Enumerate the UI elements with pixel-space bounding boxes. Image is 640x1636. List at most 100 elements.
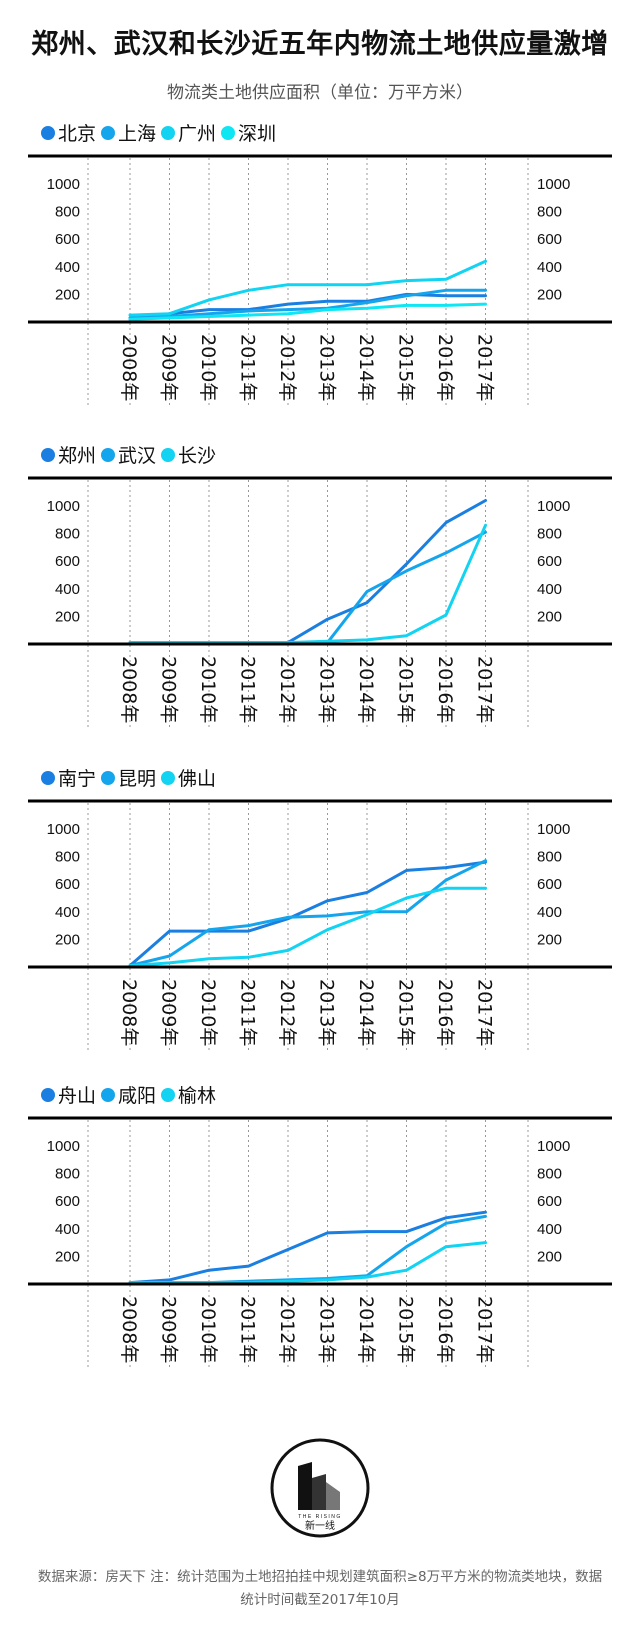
y-tick-left-200: 200 bbox=[55, 286, 80, 303]
legend-dot-榆林 bbox=[161, 1088, 175, 1102]
x-tick-2010年: 2010年 bbox=[197, 334, 219, 401]
y-tick-left-800: 800 bbox=[55, 1166, 80, 1183]
series-line-咸阳 bbox=[128, 1214, 487, 1285]
legend-label-咸阳: 咸阳 bbox=[118, 1085, 156, 1107]
x-tick-2010年: 2010年 bbox=[197, 656, 219, 723]
x-tick-2008年: 2008年 bbox=[118, 1296, 140, 1363]
logo-mark-icon: THE RISING 新一线 bbox=[270, 1438, 370, 1538]
x-tick-2014年: 2014年 bbox=[355, 656, 377, 723]
x-tick-2017年: 2017年 bbox=[474, 979, 496, 1046]
logo-name-text: 新一线 bbox=[305, 1519, 335, 1532]
x-tick-2013年: 2013年 bbox=[316, 1296, 338, 1363]
x-tick-2013年: 2013年 bbox=[316, 979, 338, 1046]
x-tick-2015年: 2015年 bbox=[395, 334, 417, 401]
y-tick-right-1000: 1000 bbox=[537, 176, 570, 193]
x-tick-2011年: 2011年 bbox=[237, 334, 259, 401]
y-tick-left-200: 200 bbox=[55, 1248, 80, 1265]
legend-dot-广州 bbox=[161, 126, 175, 140]
y-tick-right-200: 200 bbox=[537, 1248, 562, 1265]
y-tick-right-600: 600 bbox=[537, 553, 562, 570]
page-title: 郑州、武汉和长沙近五年内物流土地供应量激增 bbox=[31, 29, 609, 60]
x-tick-2008年: 2008年 bbox=[118, 979, 140, 1046]
series-line-舟山 bbox=[128, 1210, 487, 1285]
legend-label-昆明: 昆明 bbox=[118, 768, 156, 790]
y-tick-left-800: 800 bbox=[55, 849, 80, 866]
legend-dot-佛山 bbox=[161, 771, 175, 785]
logo-brand-text: THE RISING bbox=[298, 1514, 342, 1520]
x-tick-2012年: 2012年 bbox=[276, 1296, 298, 1363]
y-tick-left-400: 400 bbox=[55, 1221, 80, 1238]
x-tick-2012年: 2012年 bbox=[276, 334, 298, 401]
x-tick-2014年: 2014年 bbox=[355, 334, 377, 401]
y-tick-left-1000: 1000 bbox=[47, 176, 80, 193]
y-tick-right-200: 200 bbox=[537, 931, 562, 948]
footer-line-2: 统计时间截至2017年10月 bbox=[240, 1592, 400, 1608]
y-tick-right-1000: 1000 bbox=[537, 498, 570, 515]
series-line-佛山 bbox=[128, 886, 487, 968]
chart-panel-4: 舟山 咸阳 榆林 200 200 400 400 600 600 800 800 1000 1000 20… bbox=[28, 1085, 612, 1370]
series-line-深圳 bbox=[128, 302, 487, 321]
legend-label-郑州: 郑州 bbox=[58, 445, 96, 467]
series-line-上海 bbox=[128, 288, 487, 320]
x-tick-2015年: 2015年 bbox=[395, 979, 417, 1046]
legend-dot-舟山 bbox=[41, 1088, 55, 1102]
y-tick-left-1000: 1000 bbox=[47, 498, 80, 515]
y-tick-right-800: 800 bbox=[537, 526, 562, 543]
y-tick-right-400: 400 bbox=[537, 581, 562, 598]
y-tick-left-600: 600 bbox=[55, 553, 80, 570]
x-tick-2011年: 2011年 bbox=[237, 979, 259, 1046]
legend-dot-南宁 bbox=[41, 771, 55, 785]
x-tick-2014年: 2014年 bbox=[355, 979, 377, 1046]
legend-dot-咸阳 bbox=[101, 1088, 115, 1102]
y-tick-right-600: 600 bbox=[537, 1193, 562, 1210]
page-subtitle: 物流类土地供应面积（单位：万平方米） bbox=[167, 83, 473, 103]
x-tick-2013年: 2013年 bbox=[316, 656, 338, 723]
series-line-武汉 bbox=[128, 530, 487, 645]
legend-label-北京: 北京 bbox=[58, 123, 96, 145]
legend-dot-武汉 bbox=[101, 448, 115, 462]
y-tick-right-400: 400 bbox=[537, 904, 562, 921]
y-tick-right-800: 800 bbox=[537, 849, 562, 866]
x-tick-2008年: 2008年 bbox=[118, 334, 140, 401]
x-tick-2016年: 2016年 bbox=[434, 334, 456, 401]
legend-label-上海: 上海 bbox=[118, 123, 156, 145]
chart-panel-2: 郑州 武汉 长沙 200 200 400 400 600 600 800 800 1000 1000 20… bbox=[28, 445, 612, 730]
x-tick-2014年: 2014年 bbox=[355, 1296, 377, 1363]
legend-label-舟山: 舟山 bbox=[58, 1085, 96, 1107]
series-line-广州 bbox=[128, 259, 487, 317]
y-tick-right-400: 400 bbox=[537, 1221, 562, 1238]
legend-dot-郑州 bbox=[41, 448, 55, 462]
legend-label-深圳: 深圳 bbox=[238, 123, 276, 145]
x-tick-2015年: 2015年 bbox=[395, 656, 417, 723]
y-tick-left-800: 800 bbox=[55, 204, 80, 221]
x-tick-2017年: 2017年 bbox=[474, 1296, 496, 1363]
series-line-长沙 bbox=[128, 523, 487, 645]
series-line-昆明 bbox=[128, 859, 487, 968]
legend-label-佛山: 佛山 bbox=[178, 768, 216, 790]
y-tick-left-400: 400 bbox=[55, 581, 80, 598]
y-tick-right-400: 400 bbox=[537, 259, 562, 276]
y-tick-right-800: 800 bbox=[537, 1166, 562, 1183]
chart-panel-1: 北京 上海 广州 深圳 200 200 400 400 600 600 800 800 1000 1000… bbox=[28, 123, 612, 408]
x-tick-2012年: 2012年 bbox=[276, 656, 298, 723]
y-tick-right-600: 600 bbox=[537, 231, 562, 248]
x-tick-2015年: 2015年 bbox=[395, 1296, 417, 1363]
y-tick-left-600: 600 bbox=[55, 876, 80, 893]
x-tick-2010年: 2010年 bbox=[197, 1296, 219, 1363]
footer-line-1: 数据来源：房天下 注：统计范围为土地招拍挂中规划建筑面积≥8万平方米的物流类地块… bbox=[37, 1569, 603, 1585]
x-tick-2017年: 2017年 bbox=[474, 656, 496, 723]
x-tick-2016年: 2016年 bbox=[434, 1296, 456, 1363]
y-tick-right-200: 200 bbox=[537, 608, 562, 625]
y-tick-left-600: 600 bbox=[55, 1193, 80, 1210]
x-tick-2013年: 2013年 bbox=[316, 334, 338, 401]
y-tick-left-200: 200 bbox=[55, 608, 80, 625]
x-tick-2009年: 2009年 bbox=[158, 334, 180, 401]
x-tick-2011年: 2011年 bbox=[237, 656, 259, 723]
legend-dot-深圳 bbox=[221, 126, 235, 140]
legend-dot-长沙 bbox=[161, 448, 175, 462]
legend-label-南宁: 南宁 bbox=[58, 768, 96, 790]
y-tick-left-1000: 1000 bbox=[47, 821, 80, 838]
series-line-南宁 bbox=[128, 860, 487, 968]
